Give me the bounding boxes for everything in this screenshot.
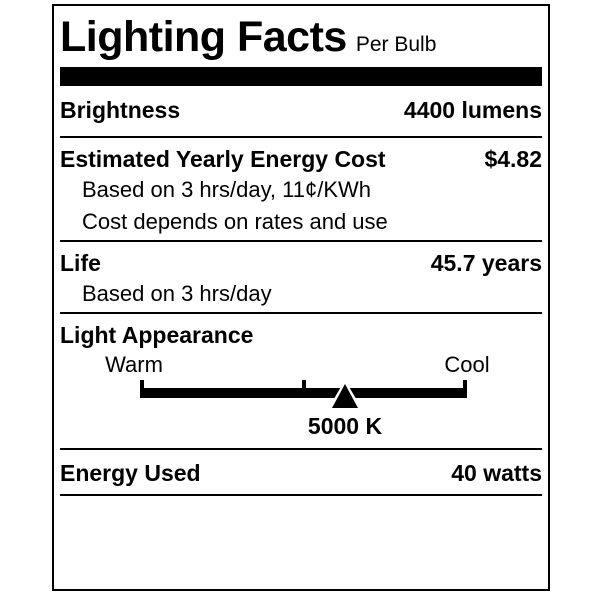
kelvin-row: 5000 K bbox=[140, 410, 467, 442]
energy-cost-note-basis: Based on 3 hrs/day, 11¢/KWh bbox=[82, 177, 372, 202]
brightness-row: Brightness 4400 lumens bbox=[60, 95, 542, 125]
temperature-pointer bbox=[328, 380, 363, 409]
triangle-pointer-icon bbox=[332, 384, 359, 408]
life-row: Life 45.7 years bbox=[60, 248, 542, 278]
kelvin-value: 5000 K bbox=[307, 413, 383, 439]
color-temperature-gauge bbox=[140, 380, 467, 409]
gauge-tick-middle bbox=[301, 380, 306, 398]
label-header: Lighting Facts Per Bulb bbox=[60, 6, 542, 61]
brightness-section: Brightness 4400 lumens bbox=[60, 86, 542, 138]
energy-cost-section: Estimated Yearly Energy Cost $4.82 Based… bbox=[60, 138, 542, 242]
gauge-tick-right bbox=[463, 380, 467, 398]
life-label: Life bbox=[60, 250, 101, 276]
light-appearance-heading: Light Appearance bbox=[60, 322, 254, 348]
energy-cost-note-disclaimer: Cost depends on rates and use bbox=[82, 209, 388, 234]
gauge-tick-left bbox=[140, 380, 144, 398]
life-value: 45.7 years bbox=[430, 250, 542, 276]
life-section: Life 45.7 years Based on 3 hrs/day bbox=[60, 242, 542, 314]
brightness-label: Brightness bbox=[60, 97, 181, 123]
light-appearance-section: Light Appearance Warm Cool 5000 K bbox=[60, 314, 542, 450]
cool-label: Cool bbox=[444, 352, 490, 377]
warm-label: Warm bbox=[105, 352, 163, 377]
gauge-endpoint-labels: Warm Cool bbox=[105, 350, 490, 380]
energy-cost-row: Estimated Yearly Energy Cost $4.82 bbox=[60, 144, 542, 174]
energy-used-value: 40 watts bbox=[451, 460, 542, 486]
title-separator-bar bbox=[60, 67, 542, 86]
energy-used-row: Energy Used 40 watts bbox=[60, 458, 542, 488]
life-note-basis: Based on 3 hrs/day bbox=[82, 281, 272, 306]
light-appearance-heading-row: Light Appearance bbox=[60, 320, 542, 350]
label-subtitle: Per Bulb bbox=[355, 33, 437, 56]
energy-cost-label: Estimated Yearly Energy Cost bbox=[60, 146, 386, 172]
lighting-facts-label: Lighting Facts Per Bulb Brightness 4400 l… bbox=[52, 4, 550, 591]
energy-cost-value: $4.82 bbox=[484, 146, 542, 172]
brightness-value: 4400 lumens bbox=[403, 97, 542, 123]
label-title: Lighting Facts bbox=[60, 13, 347, 61]
energy-used-label: Energy Used bbox=[60, 460, 201, 486]
energy-used-section: Energy Used 40 watts bbox=[60, 450, 542, 496]
